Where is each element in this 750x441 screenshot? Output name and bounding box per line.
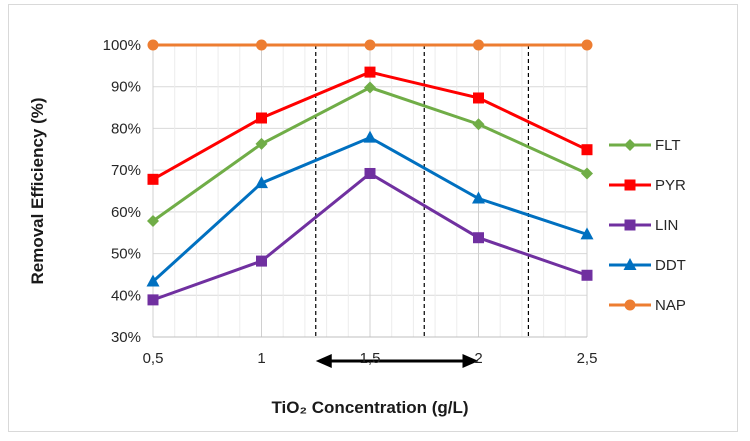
y-tick-label: 90% [111, 79, 141, 96]
legend-item-lin: LIN [609, 217, 678, 234]
data-point-lin [147, 294, 159, 306]
line-chart: 30% 40% 50% 60% 70% 80% 90% 100% 0,5 1 1,5 2 2,5 FLT… [28, 37, 686, 417]
data-point-ddt [255, 176, 268, 189]
series-flt [147, 81, 593, 228]
chart-frame: 30% 40% 50% 60% 70% 80% 90% 100% 0,5 1 1,5 2 2,5 FLT… [8, 4, 738, 432]
data-point-nap [473, 39, 484, 51]
arrow-head-left [315, 354, 332, 368]
data-point-lin [473, 232, 484, 244]
data-point-pyr [147, 173, 159, 185]
series-pyr [147, 66, 593, 185]
data-point-flt [255, 137, 268, 150]
legend-item-ddt: DDT [609, 257, 686, 274]
legend-item-flt: FLT [609, 137, 681, 154]
legend-marker-lin [624, 219, 636, 231]
data-point-pyr [473, 92, 484, 104]
legend-label-flt: FLT [655, 137, 681, 154]
data-point-nap [581, 39, 593, 51]
data-point-ddt [146, 274, 160, 287]
x-tick-label: 2 [474, 350, 482, 367]
x-axis-title: TiO₂ Concentration (g/L) [271, 398, 468, 417]
data-point-ddt [580, 227, 594, 240]
y-tick-label: 50% [111, 246, 141, 263]
data-point-pyr [581, 144, 593, 156]
data-point-lin [256, 255, 267, 267]
series-layer [146, 39, 594, 306]
x-tick-label: 1 [257, 350, 265, 367]
legend-marker-nap [624, 299, 636, 311]
y-tick-label: 60% [111, 204, 141, 221]
data-point-ddt [363, 130, 377, 143]
legend-layer: FLT PYR LIN DDT NAP [609, 137, 686, 314]
legend-item-pyr: PYR [609, 177, 686, 194]
y-tick-label: 40% [111, 287, 141, 304]
data-point-flt [581, 167, 593, 180]
data-point-lin [364, 167, 376, 179]
legend-label-nap: NAP [655, 297, 686, 314]
legend-marker-flt [624, 139, 636, 151]
data-point-flt [147, 215, 159, 228]
y-tick-label: 30% [111, 329, 141, 346]
legend-label-lin: LIN [655, 217, 678, 234]
axis-layer: 30% 40% 50% 60% 70% 80% 90% 100% 0,5 1 1,5 2 2,5 [103, 37, 598, 367]
arrow-head-right [462, 354, 479, 368]
x-tick-label: 2,5 [577, 350, 598, 367]
y-tick-label: 80% [111, 120, 141, 137]
legend-marker-pyr [624, 179, 636, 191]
legend-label-ddt: DDT [655, 257, 686, 274]
data-point-flt [364, 81, 376, 94]
data-point-nap [364, 39, 376, 51]
y-axis-title: Removal Efficiency (%) [28, 97, 47, 284]
x-tick-label: 0,5 [143, 350, 164, 367]
data-point-ddt [472, 191, 485, 204]
data-point-nap [256, 39, 267, 51]
y-tick-label: 100% [103, 37, 141, 54]
data-point-flt [472, 118, 485, 131]
legend-marker-ddt [623, 258, 637, 270]
data-point-pyr [256, 112, 267, 124]
series-ddt [146, 130, 594, 287]
series-lin [147, 167, 593, 306]
legend-label-pyr: PYR [655, 177, 686, 194]
data-point-pyr [364, 66, 376, 78]
data-point-nap [147, 39, 159, 51]
x-tick-label: 1,5 [360, 350, 381, 367]
series-nap [147, 39, 593, 51]
y-tick-label: 70% [111, 162, 141, 179]
data-point-lin [581, 269, 593, 281]
legend-item-nap: NAP [609, 297, 686, 314]
annotation-layer [315, 45, 530, 368]
